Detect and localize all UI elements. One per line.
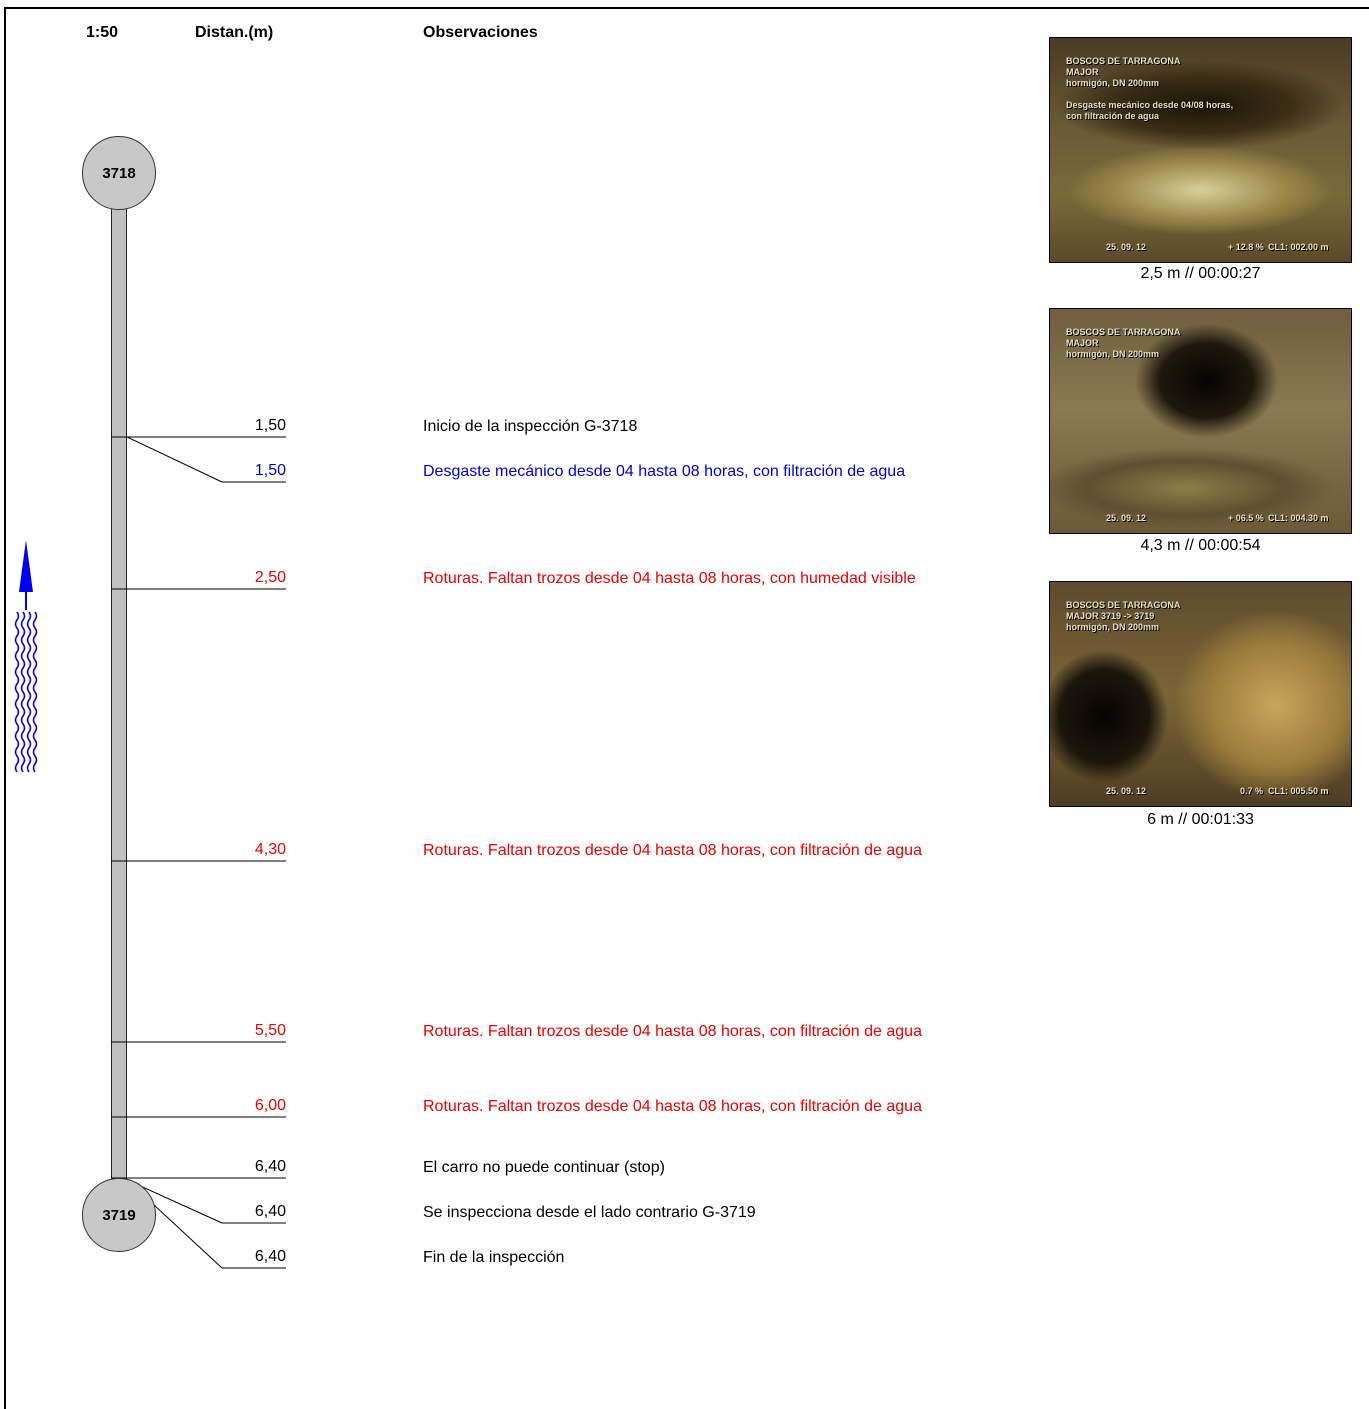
observation-text: Desgaste mecánico desde 04 hasta 08 hora… <box>423 463 906 480</box>
osd-date: 25. 09. 12 <box>1106 513 1147 523</box>
photo-caption: 2,5 m // 00:00:27 <box>1140 265 1261 282</box>
distance-value: 1,50 <box>254 417 286 434</box>
osd-text: BOSCOS DE TARRAGONA <box>1066 327 1181 337</box>
distance-value: 6,40 <box>254 1203 286 1220</box>
osd-counter: CL1: 002.00 m <box>1268 242 1329 252</box>
osd-text: con filtración de agua <box>1066 111 1160 121</box>
osd-counter: CL1: 004.30 m <box>1268 513 1329 523</box>
osd-text: hormigón, DN 200mm <box>1066 349 1160 359</box>
osd-counter: CL1: 005.50 m <box>1268 786 1329 796</box>
observation-text: El carro no puede continuar (stop) <box>423 1159 665 1176</box>
osd-text: BOSCOS DE TARRAGONA <box>1066 600 1181 610</box>
osd-grade: + 06.5 % <box>1228 513 1264 523</box>
inspection-photo[interactable]: BOSCOS DE TARRAGONA MAJOR hormigón, DN 2… <box>1049 308 1352 534</box>
observation-text: Inicio de la inspección G-3718 <box>423 418 638 435</box>
observation-text: Fin de la inspección <box>423 1249 565 1266</box>
osd-grade: + 12.8 % <box>1228 242 1264 252</box>
observation-text: Roturas. Faltan trozos desde 04 hasta 08… <box>423 842 922 859</box>
photo-caption: 6 m // 00:01:33 <box>1147 811 1254 828</box>
osd-date: 25. 09. 12 <box>1106 242 1147 252</box>
scale-header: 1:50 <box>86 24 119 41</box>
distance-value: 5,50 <box>254 1022 286 1039</box>
page-frame <box>4 7 1369 1409</box>
osd-date: 25. 09. 12 <box>1106 786 1147 796</box>
distance-value: 6,40 <box>254 1248 286 1265</box>
distance-value: 6,40 <box>254 1158 286 1175</box>
manhole-start: 3718 <box>82 136 156 210</box>
inspection-photo[interactable]: BOSCOS DE TARRAGONA MAJOR hormigón, DN 2… <box>1049 37 1352 263</box>
observation-text: Se inspecciona desde el lado contrario G… <box>423 1204 756 1221</box>
pipe-segment <box>111 190 127 1190</box>
observation-text: Roturas. Faltan trozos desde 04 hasta 08… <box>423 570 916 587</box>
manhole-end: 3719 <box>82 1178 156 1252</box>
distance-value: 4,30 <box>254 841 286 858</box>
osd-text: BOSCOS DE TARRAGONA <box>1066 56 1181 66</box>
observation-text: Roturas. Faltan trozos desde 04 hasta 08… <box>423 1098 922 1115</box>
inspection-photo[interactable]: BOSCOS DE TARRAGONA MAJOR 3719 -> 3719 h… <box>1049 581 1352 807</box>
osd-text: Desgaste mecánico desde 04/08 horas, <box>1066 100 1234 110</box>
distance-header: Distan.(m) <box>195 24 274 41</box>
osd-text: MAJOR <box>1066 338 1099 348</box>
osd-text: hormigón, DN 200mm <box>1066 622 1160 632</box>
osd-text: MAJOR 3719 -> 3719 <box>1066 611 1155 621</box>
observation-text: Roturas. Faltan trozos desde 04 hasta 08… <box>423 1023 922 1040</box>
photo-caption: 4,3 m // 00:00:54 <box>1140 537 1261 554</box>
distance-value: 1,50 <box>254 462 286 479</box>
osd-grade: 0.7 % <box>1240 786 1264 796</box>
osd-text: MAJOR <box>1066 67 1099 77</box>
observations-header: Observaciones <box>423 24 538 41</box>
osd-text: hormigón, DN 200mm <box>1066 78 1160 88</box>
distance-value: 2,50 <box>254 569 286 586</box>
flow-direction-icon <box>14 540 38 773</box>
distance-value: 6,00 <box>254 1097 286 1114</box>
